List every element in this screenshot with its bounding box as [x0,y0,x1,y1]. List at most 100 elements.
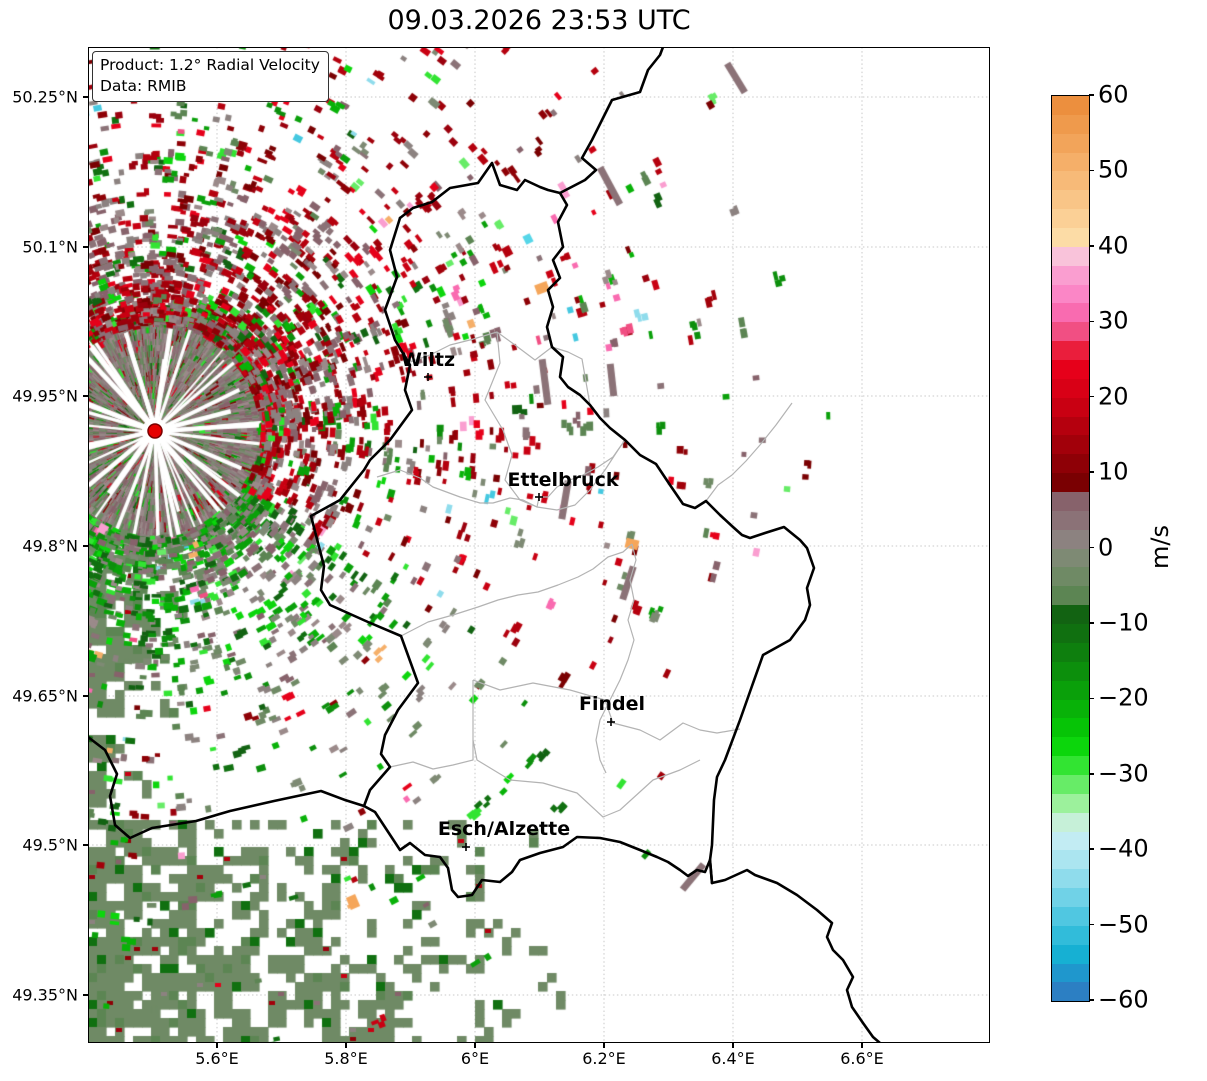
x-tick-label: 6.6°E [840,1049,884,1068]
y-tick-label: 49.5°N [22,835,78,855]
colorbar-band [1052,360,1089,379]
y-tick-mark [83,994,88,996]
city-markers [424,373,615,851]
colorbar-band [1052,906,1089,926]
colorbar [1051,95,1090,1002]
colorbar-band [1052,567,1089,587]
colorbar-tick-label: 60 [1098,80,1129,109]
colorbar-tick-label: 50 [1098,155,1129,184]
colorbar-band [1052,869,1089,889]
y-tick-label: 50.25°N [12,87,78,107]
colorbar-band [1052,416,1089,436]
radar-echo-canvas [88,47,990,1043]
x-tick-label: 5.8°E [324,1049,368,1068]
colorbar-tick-label: 20 [1098,382,1129,411]
colorbar-band [1052,190,1089,210]
x-tick-mark [732,1043,734,1048]
y-tick-mark [83,545,88,547]
colorbar-tick-mark [1089,395,1094,398]
colorbar-band [1052,378,1089,398]
colorbar-band [1052,680,1089,700]
y-tick-mark [83,844,88,846]
y-tick-mark [83,395,88,397]
colorbar-tick-mark [1089,622,1094,624]
product-line: Product: 1.2° Radial Velocity [100,56,320,74]
x-tick-mark [345,1043,347,1048]
colorbar-tick-label: 10 [1098,457,1129,486]
colorbar-band [1052,925,1089,945]
colorbar-tick-mark [1089,169,1094,172]
border-lu-de [545,191,816,885]
colorbar-band [1052,737,1089,757]
border-be-de [558,47,665,195]
x-tick-mark [474,1043,476,1048]
y-tick-mark [83,695,88,697]
colorbar-band [1052,642,1089,662]
y-tick-label: 49.65°N [12,686,78,706]
colorbar-band [1052,454,1089,474]
radar-site-dot [147,423,163,439]
colorbar-band [1052,397,1089,417]
y-tick-label: 49.95°N [12,386,78,406]
colorbar-band [1052,435,1089,455]
colorbar-band [1052,699,1089,719]
colorbar-band [1052,228,1089,247]
colorbar-band [1052,529,1089,549]
colorbar-tick-mark [1089,697,1094,700]
map-borders [88,47,882,1043]
colorbar-tick-label: −50 [1098,910,1149,939]
colorbar-band [1052,96,1089,115]
colorbar-band [1052,850,1089,870]
border-lu-west [309,216,420,808]
colorbar-tick-label: 30 [1098,306,1129,335]
border-fr-be [88,735,366,840]
colorbar-band [1052,605,1089,625]
colorbar-band [1052,774,1089,794]
colorbar-tick-mark [1089,999,1094,1001]
x-tick-mark [216,1043,218,1048]
city-label: Wiltz [400,349,456,371]
colorbar-band [1052,303,1089,323]
colorbar-band [1052,831,1089,851]
colorbar-tick-mark [1089,773,1094,775]
y-tick-label: 49.35°N [12,985,78,1005]
colorbar-band [1052,133,1089,153]
x-tick-label: 6.2°E [582,1049,626,1068]
colorbar-tick-mark [1089,245,1094,247]
colorbar-band [1052,963,1089,983]
colorbar-tick-mark [1089,320,1094,322]
colorbar-tick-mark [1089,848,1094,850]
colorbar-band [1052,888,1089,907]
colorbar-unit-label: m/s [1146,525,1174,569]
colorbar-band [1052,661,1089,681]
colorbar-band [1052,812,1089,832]
city-label: Findel [578,693,646,715]
map-axes: Product: 1.2° Radial Velocity Data: RMIB… [88,47,990,1043]
product-info-box: Product: 1.2° Radial Velocity Data: RMIB [92,51,329,102]
colorbar-band [1052,322,1089,342]
colorbar-band [1052,265,1089,285]
colorbar-band [1052,152,1089,172]
y-tick-label: 49.8°N [22,536,78,556]
x-tick-mark [603,1043,605,1048]
colorbar-band [1052,341,1089,361]
colorbar-tick-label: −60 [1098,985,1149,1014]
colorbar-band [1052,793,1089,813]
colorbar-tick-label: 40 [1098,231,1129,260]
colorbar-band [1052,756,1089,775]
colorbar-band [1052,624,1089,643]
colorbar-band [1052,473,1089,493]
city-label: Esch/Alzette [437,818,571,840]
border-lu-north [398,161,562,220]
colorbar-band [1052,114,1089,134]
colorbar-band [1052,586,1089,606]
colorbar-tick-label: 0 [1098,532,1114,561]
colorbar-band [1052,492,1089,511]
city-label: Ettelbruck [507,469,619,491]
y-tick-label: 50.1°N [22,237,78,257]
border-fr-de [710,868,882,1043]
colorbar-tick-mark [1089,471,1094,473]
colorbar-tick-label: −20 [1098,683,1149,712]
colorbar-band [1052,982,1089,1002]
